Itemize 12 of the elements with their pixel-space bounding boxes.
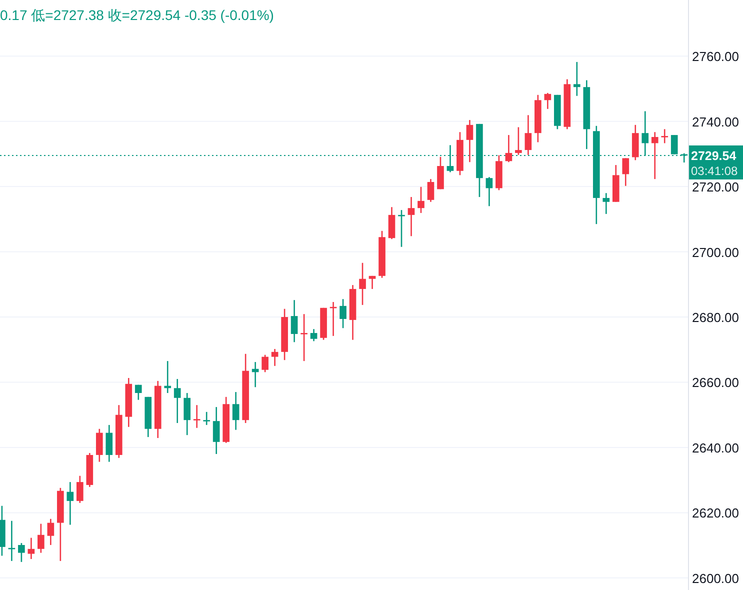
y-tick-label: 2680.00: [692, 310, 739, 326]
y-tick-label: 2660.00: [692, 375, 739, 390]
y-tick-label: 2700.00: [692, 244, 739, 260]
annotation: 0.17 低=2727.38 收=2729.54 -0.35 (-0.01%): [0, 7, 274, 23]
ref-line-label: 2729.54: [691, 148, 736, 163]
text: 03:41:08: [691, 164, 738, 178]
y-tick-label: 2640.00: [692, 440, 739, 456]
y-tick-label: 2720.00: [692, 180, 739, 195]
y-tick-label: 2740.00: [692, 114, 739, 130]
y-tick-label: 2600.00: [692, 570, 739, 586]
y-tick-label: 2760.00: [692, 49, 739, 64]
y-tick-label: 2620.00: [692, 506, 739, 521]
